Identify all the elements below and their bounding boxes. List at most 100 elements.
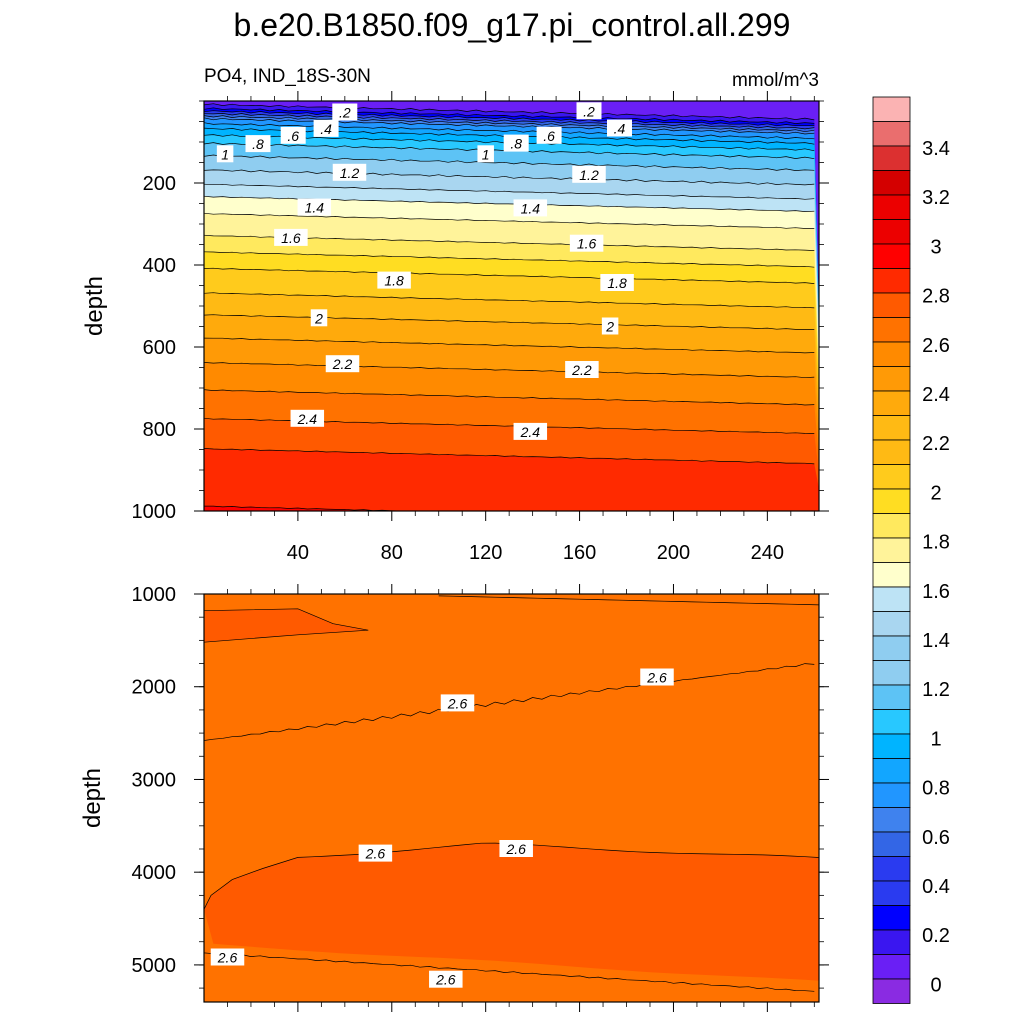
colorbar-box <box>872 586 911 612</box>
upper-contour-lines <box>204 103 815 511</box>
contour-label-text: .2 <box>339 105 351 121</box>
contour-label-text: 2.6 <box>365 846 386 862</box>
x-tick-label: 240 <box>751 542 784 564</box>
colorbar-box <box>872 145 911 171</box>
contour-line <box>204 267 815 284</box>
contour-label-text: 2.6 <box>646 670 667 686</box>
fill-band-25 <box>204 448 819 511</box>
contour-label: 2.4 <box>513 422 548 440</box>
contour-line <box>204 292 815 309</box>
contour-label: 2.6 <box>640 668 674 686</box>
contour-label: 1.2 <box>572 165 606 183</box>
contour-label-text: 2.6 <box>447 695 468 711</box>
contour-label-text: .8 <box>252 136 264 152</box>
contour-line <box>204 154 815 171</box>
colorbar-label: 2.8 <box>922 286 950 308</box>
colorbar-box <box>872 366 911 392</box>
colorbar-box <box>872 170 911 196</box>
contour-label: .8 <box>245 135 271 153</box>
contour-label: 1.2 <box>332 163 367 181</box>
colorbar-box <box>872 880 911 906</box>
contour-label-text: 2.6 <box>217 950 238 966</box>
contour-label-text: 1.2 <box>340 165 360 181</box>
colorbar-box <box>872 807 911 833</box>
colorbar-box <box>872 439 911 465</box>
colorbar-box <box>872 856 911 882</box>
x-tick-label: 40 <box>287 542 309 564</box>
colorbar-label: 3.4 <box>922 138 950 160</box>
contour-label-text: 1.2 <box>579 167 599 183</box>
contour-label-text: 1.4 <box>305 200 325 216</box>
colorbar-box <box>872 268 911 294</box>
contour-label-text: 1.8 <box>607 275 627 291</box>
colorbar-label: 1.8 <box>922 532 950 554</box>
colorbar-box <box>872 488 911 514</box>
colorbar-box <box>872 709 911 735</box>
contour-line <box>204 183 815 200</box>
contour-label-text: .4 <box>614 121 626 137</box>
contour-line <box>204 122 815 140</box>
colorbar-box <box>872 317 911 343</box>
contour-label-text: 1.8 <box>384 273 404 289</box>
y-tick-label: 2000 <box>132 677 177 699</box>
fill-band-bottom <box>204 952 819 1002</box>
contour-line <box>204 314 815 330</box>
contour-label-text: 1.6 <box>577 236 597 252</box>
contour-label: 1.6 <box>569 234 604 252</box>
x-tick-label: 160 <box>563 542 596 564</box>
colorbar-box <box>872 635 911 661</box>
contour-line <box>204 505 431 511</box>
contour-line <box>204 113 815 130</box>
contour-label: .2 <box>332 103 358 121</box>
colorbar-label: 1 <box>930 728 941 750</box>
colorbar-box <box>872 929 911 955</box>
colorbar-label: 0.6 <box>922 827 950 849</box>
upper-panel: .2.2.4.4.6.6.8.81 11.2 1.21.4 1.41.6 1.61.8 1… <box>81 91 829 564</box>
contour-label: .4 <box>607 119 632 137</box>
y-tick-label: 1000 <box>132 584 177 606</box>
colorbar-label: 1.4 <box>922 630 950 652</box>
colorbar-box <box>872 292 911 318</box>
contour-label-text: 1 <box>482 146 490 162</box>
contour-label: 1.6 <box>274 228 308 246</box>
colorbar-box <box>872 219 911 245</box>
contour-label: 2.6 <box>210 948 245 966</box>
colorbar-box <box>872 341 911 367</box>
contour-label-text: .2 <box>583 103 595 119</box>
y-tick-label: 200 <box>143 173 176 195</box>
contour-label-text: 2.2 <box>571 362 592 378</box>
contour-line <box>204 337 815 354</box>
colorbar-box <box>872 537 911 563</box>
colorbar-box <box>872 121 911 147</box>
colorbar-box <box>872 733 911 759</box>
colorbar-box <box>872 684 911 710</box>
contour-label: 1 <box>216 145 234 163</box>
colorbar-label: 0 <box>930 974 941 996</box>
colorbar-box <box>872 978 911 1004</box>
colorbar-box <box>872 415 911 441</box>
contour-line <box>438 595 819 606</box>
colorbar-label: 0.2 <box>922 925 950 947</box>
colorbar-label: 3.2 <box>922 187 950 209</box>
colorbar-box <box>872 831 911 857</box>
colorbar-box <box>872 194 911 220</box>
contour-line <box>204 212 815 229</box>
contour-label: 1.8 <box>600 274 634 291</box>
contour-line <box>204 117 815 135</box>
contour-label-text: 2.4 <box>520 424 541 440</box>
colorbar-label: 0.8 <box>922 778 950 800</box>
colorbar-label: 1.6 <box>922 581 950 603</box>
contour-label: 2.2 <box>325 355 360 373</box>
contour-label-text: .4 <box>320 121 332 137</box>
contour-label-text: 2 <box>605 319 614 335</box>
contour-label-text: 2.2 <box>332 356 353 372</box>
contour-line <box>204 251 815 268</box>
colorbar-box <box>872 562 911 588</box>
contour-label: 2.4 <box>290 409 325 427</box>
contour-label: 1 <box>477 145 494 163</box>
lower-fill-layer <box>204 594 819 1002</box>
fill-band-deep <box>204 843 819 981</box>
colorbar-label: 1.2 <box>922 679 950 701</box>
contour-label-text: 2.6 <box>505 841 526 857</box>
